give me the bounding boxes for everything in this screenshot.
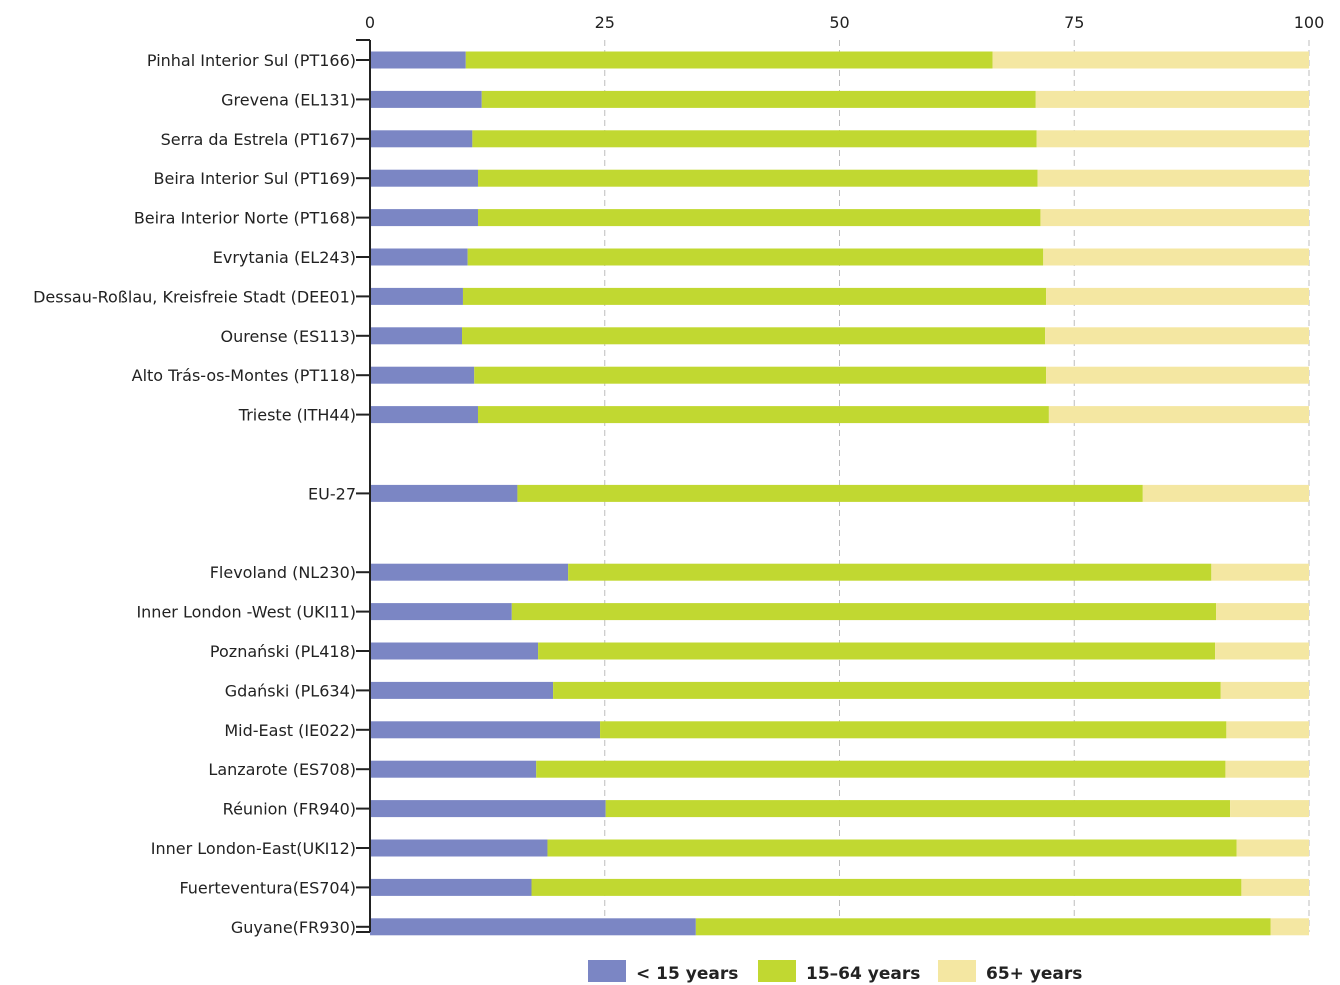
bar-2-7 — [462, 327, 1046, 345]
bar-3-21 — [1241, 878, 1309, 896]
bar-1-0 — [370, 51, 466, 69]
category-label: Serra da Estrela (PT167) — [161, 130, 356, 149]
category-label: Gdański (PL634) — [225, 681, 356, 700]
x-tick-label-50: 50 — [829, 13, 849, 32]
bar-3-2 — [1036, 130, 1309, 148]
legend-swatch-3 — [938, 960, 976, 982]
x-tick-label-100: 100 — [1294, 13, 1325, 32]
bar-2-4 — [477, 209, 1041, 227]
bar-3-3 — [1037, 169, 1309, 187]
bar-3-19 — [1230, 800, 1309, 818]
bar-1-6 — [370, 287, 463, 305]
bar-2-6 — [462, 287, 1047, 305]
bar-2-2 — [472, 130, 1037, 148]
x-tick-label-75: 75 — [1064, 13, 1084, 32]
bar-1-19 — [370, 800, 606, 818]
x-tick-label-0: 0 — [365, 13, 375, 32]
legend-swatch-2 — [758, 960, 796, 982]
bar-3-1 — [1035, 90, 1309, 108]
bar-1-15 — [370, 642, 539, 660]
bar-1-5 — [370, 248, 468, 266]
category-label: Trieste (ITH44) — [238, 406, 356, 425]
category-label: Mid-East (IE022) — [224, 721, 356, 740]
legend-label-3: 65+ years — [986, 964, 1082, 984]
bar-3-18 — [1225, 760, 1309, 778]
bar-2-15 — [538, 642, 1216, 660]
bar-3-20 — [1236, 839, 1309, 857]
bar-2-8 — [474, 366, 1047, 384]
bar-1-2 — [370, 130, 473, 148]
bar-1-16 — [370, 681, 554, 699]
category-label: Alto Trás-os-Montes (PT118) — [132, 366, 356, 385]
bar-2-3 — [477, 169, 1038, 187]
category-label: Pinhal Interior Sul (PT166) — [147, 51, 356, 70]
category-label: Dessau-Roßlau, Kreisfreie Stadt (DEE01) — [33, 287, 356, 306]
bar-2-14 — [511, 603, 1217, 621]
category-label: Lanzarote (ES708) — [208, 760, 356, 779]
bar-2-17 — [600, 721, 1227, 739]
bar-2-16 — [553, 681, 1221, 699]
bar-1-3 — [370, 169, 478, 187]
bar-2-13 — [568, 563, 1212, 581]
bar-2-5 — [467, 248, 1044, 266]
bar-1-14 — [370, 603, 512, 621]
bar-1-11 — [370, 484, 518, 502]
bar-1-9 — [370, 406, 478, 424]
category-label: Ourense (ES113) — [221, 327, 357, 346]
category-label: Grevena (EL131) — [221, 90, 356, 109]
category-label: Beira Interior Sul (PT169) — [154, 169, 356, 188]
bar-2-18 — [536, 760, 1226, 778]
bar-1-20 — [370, 839, 548, 857]
legend-label-2: 15–64 years — [806, 964, 920, 984]
bar-3-13 — [1211, 563, 1309, 581]
bar-2-1 — [481, 90, 1036, 108]
category-label: EU-27 — [308, 484, 356, 503]
legend-swatch-1 — [588, 960, 626, 982]
bar-1-7 — [370, 327, 463, 345]
bar-3-17 — [1226, 721, 1309, 739]
bar-3-6 — [1046, 287, 1309, 305]
category-label: Poznański (PL418) — [210, 642, 356, 661]
bar-3-9 — [1048, 406, 1309, 424]
axes: 0 25 50 75 100 Pinhal Interior Sul (PT166) Gre… — [33, 13, 1324, 937]
x-tick-label-25: 25 — [595, 13, 615, 32]
bar-1-21 — [370, 878, 532, 896]
bar-3-0 — [992, 51, 1309, 69]
category-label: Beira Interior Norte (PT168) — [134, 209, 356, 228]
category-label: Inner London -West (UKI11) — [136, 603, 356, 622]
bar-3-22 — [1270, 918, 1309, 936]
category-label: Réunion (FR940) — [223, 800, 356, 819]
bar-1-4 — [370, 209, 478, 227]
bar-2-21 — [531, 878, 1242, 896]
bar-3-8 — [1046, 366, 1309, 384]
bar-2-9 — [477, 406, 1049, 424]
category-label: Flevoland (NL230) — [210, 563, 356, 582]
bars — [370, 51, 1309, 936]
bar-1-13 — [370, 563, 569, 581]
category-label: Fuerteventura(ES704) — [179, 878, 356, 897]
bar-2-20 — [547, 839, 1237, 857]
bar-2-0 — [465, 51, 993, 69]
bar-3-5 — [1043, 248, 1309, 266]
bar-1-17 — [370, 721, 601, 739]
bar-1-22 — [370, 918, 696, 936]
bar-3-4 — [1040, 209, 1309, 227]
bar-3-14 — [1216, 603, 1309, 621]
bar-3-16 — [1220, 681, 1309, 699]
bar-3-11 — [1142, 484, 1309, 502]
bar-3-7 — [1045, 327, 1309, 345]
bar-2-11 — [517, 484, 1143, 502]
legend-label-1: < 15 years — [636, 964, 738, 984]
bar-1-1 — [370, 90, 482, 108]
legend: < 15 years 15–64 years 65+ years — [588, 960, 1082, 984]
category-label: Inner London-East(UKI12) — [151, 839, 356, 858]
bar-2-22 — [695, 918, 1271, 936]
bar-1-18 — [370, 760, 537, 778]
category-label: Evrytania (EL243) — [213, 248, 356, 267]
category-label: Guyane(FR930) — [231, 918, 356, 937]
bar-2-19 — [605, 800, 1231, 818]
bar-3-15 — [1215, 642, 1309, 660]
bar-1-8 — [370, 366, 475, 384]
